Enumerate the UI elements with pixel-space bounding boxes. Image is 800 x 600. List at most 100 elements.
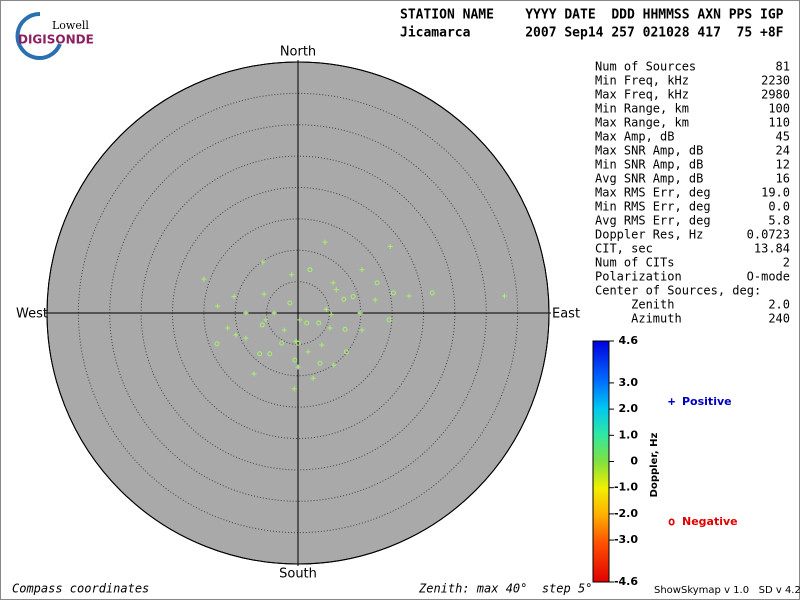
point-negative — [304, 320, 310, 326]
stat-value: 16 — [776, 172, 790, 186]
point-negative — [350, 294, 356, 300]
point-positive — [406, 293, 412, 299]
stat-value: 240 — [768, 312, 790, 326]
point-positive — [260, 259, 266, 265]
colorbar — [592, 340, 610, 583]
stat-label: Azimuth — [595, 312, 682, 326]
logo-arc — [15, 11, 62, 60]
point-positive — [359, 267, 365, 273]
point-positive — [310, 375, 316, 381]
dir-south: South — [279, 567, 317, 582]
colorbar-tick-label: 1.0 — [619, 428, 639, 441]
point-negative — [307, 267, 313, 273]
dir-north: North — [280, 45, 316, 60]
point-positive — [323, 306, 329, 312]
point-negative — [342, 326, 348, 332]
stat-label: CIT, sec — [595, 242, 653, 256]
stat-value: 2.0 — [768, 298, 790, 312]
stat-value: O-mode — [747, 270, 790, 284]
point-positive — [330, 280, 336, 286]
point-negative — [386, 317, 392, 323]
point-positive — [251, 371, 257, 377]
colorbar-tick-label: 0 — [630, 455, 638, 468]
point-negative — [341, 296, 347, 302]
point-positive — [263, 317, 269, 323]
point-positive — [295, 364, 301, 370]
stat-label: Max SNR Amp, dB — [595, 144, 703, 158]
point-positive — [297, 317, 303, 323]
point-negative — [287, 300, 293, 306]
stat-label: Max RMS Err, deg — [595, 186, 711, 200]
point-positive — [333, 287, 339, 293]
stat-value: 81 — [776, 60, 790, 74]
point-positive — [215, 303, 221, 309]
colorbar-tick-label: -2.0 — [614, 507, 638, 520]
point-negative — [343, 349, 349, 355]
stat-label: Min Range, km — [595, 102, 689, 116]
dir-west: West — [16, 307, 48, 322]
stat-label: Avg RMS Err, deg — [595, 214, 711, 228]
point-positive — [271, 310, 277, 316]
point-positive — [328, 311, 334, 317]
point-negative — [292, 357, 298, 363]
point-positive — [359, 327, 365, 333]
colorbar-tick-label: -1.0 — [614, 481, 638, 494]
logo-bottom: DIGISONDE — [18, 33, 94, 47]
stat-label: Min SNR Amp, dB — [595, 158, 703, 172]
stat-value: 12 — [776, 158, 790, 172]
point-positive — [281, 327, 287, 333]
point-negative — [317, 360, 323, 366]
point-positive — [501, 293, 507, 299]
stat-label: Min RMS Err, deg — [595, 200, 711, 214]
point-positive — [225, 325, 231, 331]
stat-label: Max Range, km — [595, 116, 689, 130]
point-positive — [201, 276, 207, 282]
header-values: Jicamarca 2007 Sep14 257 021028 417 75 +… — [400, 26, 784, 41]
point-positive — [291, 386, 297, 392]
colorbar-tick-label: 3.0 — [619, 376, 639, 389]
colorbar-tick-label: -4.6 — [614, 575, 638, 588]
stat-label: Num of CITs — [595, 256, 674, 270]
stat-label: Avg SNR Amp, dB — [595, 172, 703, 186]
point-positive — [231, 294, 237, 300]
stat-label: Min Freq, kHz — [595, 74, 689, 88]
stat-label: Num of Sources — [595, 60, 696, 74]
stat-value: 24 — [776, 144, 790, 158]
stat-label: Doppler Res, Hz — [595, 228, 703, 242]
legend-marker: o — [668, 515, 675, 529]
stat-label: Zenith — [595, 298, 674, 312]
footer-right: ShowSkymap v 1.0 SD v 4.2 — [654, 585, 800, 596]
stat-label: Polarization — [595, 270, 682, 284]
colorbar-tick-label: 4.6 — [619, 334, 639, 347]
point-positive — [372, 297, 378, 303]
stat-value: 2 — [783, 256, 790, 270]
colorbar-tick-label: 2.0 — [619, 402, 639, 415]
stat-value: 13.84 — [754, 242, 790, 256]
point-positive — [331, 362, 337, 368]
point-negative — [374, 280, 380, 286]
point-positive — [243, 335, 249, 341]
point-negative — [429, 290, 435, 296]
point-positive — [261, 291, 267, 297]
legend-label: Positive — [682, 395, 732, 408]
point-negative — [259, 322, 265, 328]
point-negative — [257, 351, 263, 357]
stat-label: Max Freq, kHz — [595, 88, 689, 102]
header-labels: STATION NAME YYYY DATE DDD HHMMSS AXN PP… — [400, 8, 784, 23]
footer-middle: Zenith: max 40° step 5° — [418, 582, 592, 596]
stat-value: 110 — [768, 116, 790, 130]
stat-value: 45 — [776, 130, 790, 144]
colorbar-label: Doppler, Hz — [649, 433, 660, 498]
stat-label: Center of Sources, deg: — [595, 284, 761, 298]
stat-value: 2230 — [761, 74, 790, 88]
point-positive — [243, 310, 249, 316]
point-positive — [322, 239, 328, 245]
legend-marker: + — [668, 395, 675, 409]
stat-value: 5.8 — [768, 214, 790, 228]
point-positive — [289, 272, 295, 278]
point-negative — [390, 290, 396, 296]
point-negative — [214, 341, 220, 347]
stat-value: 100 — [768, 102, 790, 116]
logo-top: Lowell — [52, 19, 89, 32]
